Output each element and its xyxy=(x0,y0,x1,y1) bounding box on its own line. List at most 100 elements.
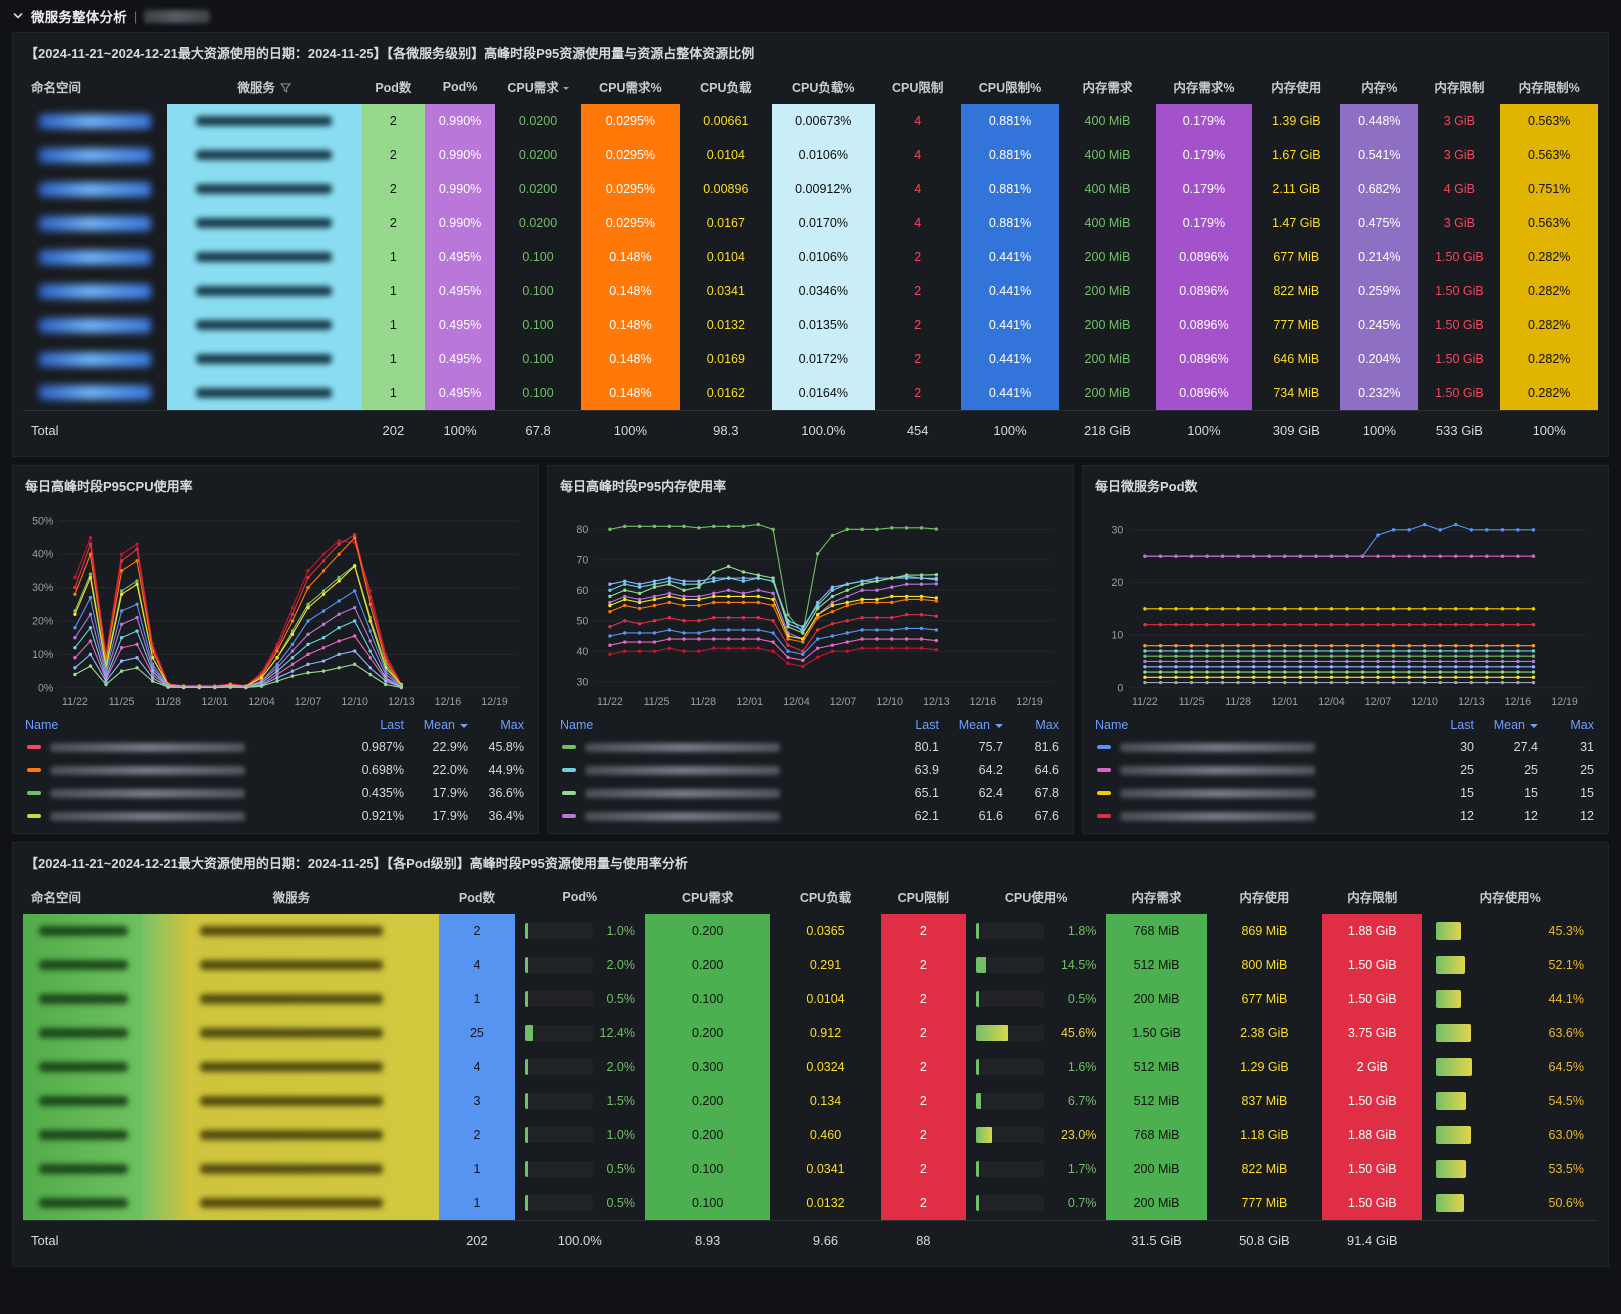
legend-series-name[interactable] xyxy=(558,735,879,758)
legend-series-name[interactable] xyxy=(23,804,344,827)
column-header-cpu_lim[interactable]: CPU限制 xyxy=(881,881,966,914)
column-header-mem_lim[interactable]: 内存限制 xyxy=(1322,881,1422,914)
column-header-ns[interactable]: 命名空间 xyxy=(23,881,143,914)
timeseries-plot[interactable]: 0% 10% 20% 30% 40% 50% 11/22 11/25 11/28 12/01 12/… xyxy=(23,504,528,712)
legend-series-name[interactable] xyxy=(558,781,879,804)
legend-header-max[interactable]: Max xyxy=(1007,715,1063,735)
column-header-cpu_lim_pct[interactable]: CPU限制% xyxy=(961,71,1060,104)
legend-header-max[interactable]: Max xyxy=(472,715,528,735)
dashboard-row-header[interactable]: 微服务整体分析 | xyxy=(0,0,1621,32)
legend-last-value: 63.9 xyxy=(914,762,939,777)
legend-last-value: 0.435% xyxy=(361,785,404,800)
cpu-usage-chart[interactable]: 0% 10% 20% 30% 40% 50% 11/22 11/25 11/28 12/01 12/… xyxy=(23,504,528,712)
value-text: 1.39 GiB xyxy=(1271,114,1321,128)
column-header-cpu_req_pct[interactable]: CPU需求% xyxy=(581,71,680,104)
timeseries-plot[interactable]: 0 10 20 30 11/22 11/25 11/28 12/01 12/04 12/07 12/… xyxy=(1093,504,1598,712)
redacted-series-name xyxy=(1120,811,1315,821)
gauge-fill xyxy=(524,1025,534,1042)
column-header-mem_req[interactable]: 内存需求 xyxy=(1059,71,1155,104)
column-header-mem_req[interactable]: 内存需求 xyxy=(1106,881,1206,914)
legend-header-name[interactable]: Name xyxy=(558,715,879,735)
cell-mem_use: 1.47 GiB xyxy=(1252,206,1340,240)
column-header-svc[interactable]: 微服务 xyxy=(143,881,439,914)
value-text: 1.29 GiB xyxy=(1240,1060,1289,1075)
legend-header-last[interactable]: Last xyxy=(879,715,943,735)
panel-title[interactable]: 每日高峰时段P95CPU使用率 xyxy=(25,479,193,494)
legend-header-max[interactable]: Max xyxy=(1542,715,1598,735)
legend-series-name[interactable] xyxy=(23,735,344,758)
value-text: 2.11 GiB xyxy=(1272,182,1321,196)
legend-header-name[interactable]: Name xyxy=(23,715,344,735)
cell-pod_pct: 1.0% xyxy=(515,1118,645,1152)
sort-caret-icon[interactable] xyxy=(995,723,1003,728)
sort-caret-icon[interactable] xyxy=(460,723,468,728)
colored-value-cell: 512 MiB xyxy=(1106,1050,1207,1085)
legend-header-mean[interactable]: Mean xyxy=(1478,715,1542,735)
cell-mem_use: 822 MiB xyxy=(1252,274,1340,308)
colored-value-cell: 0.300 xyxy=(644,1050,771,1085)
sort-caret-icon[interactable] xyxy=(1530,723,1538,728)
redacted-text xyxy=(38,385,151,401)
column-header-pods[interactable]: Pod数 xyxy=(362,71,426,104)
column-header-mem_use[interactable]: 内存使用 xyxy=(1252,71,1340,104)
column-header-mem_req_pct[interactable]: 内存需求% xyxy=(1156,71,1252,104)
row-collapse-chevron-icon[interactable] xyxy=(12,10,24,22)
column-header-svc[interactable]: 微服务 xyxy=(167,71,362,104)
usage-gauge: 1.7% xyxy=(966,1152,1106,1186)
legend-series-name[interactable] xyxy=(1093,781,1414,804)
column-header-ns[interactable]: 命名空间 xyxy=(23,71,167,104)
legend-mean-value: 17.9% xyxy=(432,808,468,823)
legend-header-mean[interactable]: Mean xyxy=(943,715,1007,735)
column-header-pod_pct[interactable]: Pod% xyxy=(515,881,645,914)
column-header-cpu_req[interactable]: CPU需求 xyxy=(495,71,581,104)
timeseries-plot[interactable]: 30 40 50 60 70 80 11/22 11/25 11/28 12/01 12/04 12/… xyxy=(558,504,1063,712)
column-header-mem_use[interactable]: 内存使用 xyxy=(1207,881,1322,914)
column-header-cpu_lim[interactable]: CPU限制 xyxy=(875,71,961,104)
cell-cpu_req: 0.0200 xyxy=(495,206,581,240)
legend-series-name[interactable] xyxy=(558,804,879,827)
gauge-value: 50.6% xyxy=(1548,1195,1584,1210)
column-header-cpu_load_pct[interactable]: CPU负载% xyxy=(772,71,875,104)
sort-caret-icon[interactable] xyxy=(562,87,569,91)
column-header-cpu_req[interactable]: CPU需求 xyxy=(645,881,770,914)
total-svc xyxy=(143,1219,440,1261)
filter-funnel-icon[interactable] xyxy=(279,83,291,93)
column-header-pod_pct[interactable]: Pod% xyxy=(425,71,495,104)
panel-title[interactable]: 【2024-11-21~2024-12-21最大资源使用的日期：2024-11-… xyxy=(25,46,755,61)
column-header-mem_pct[interactable]: 内存% xyxy=(1340,71,1418,104)
cell-cpu_lim: 2 xyxy=(875,240,961,274)
dashboard-row-title[interactable]: 微服务整体分析 xyxy=(31,10,127,25)
legend-series-name[interactable] xyxy=(23,758,344,781)
legend-series-name[interactable] xyxy=(23,781,344,804)
colored-value-cell: 0.751% xyxy=(1500,172,1598,206)
colored-value-cell: 0.0896% xyxy=(1155,240,1253,274)
legend-series-name[interactable] xyxy=(558,758,879,781)
panel-title[interactable]: 每日高峰时段P95内存使用率 xyxy=(560,479,727,494)
legend-header-last[interactable]: Last xyxy=(1414,715,1478,735)
column-header-label: 命名空间 xyxy=(31,891,82,906)
legend-header-last[interactable]: Last xyxy=(344,715,408,735)
column-header-label: 内存需求 xyxy=(1082,81,1133,95)
column-header-mem_lim[interactable]: 内存限制 xyxy=(1418,71,1500,104)
table-header-row: 命名空间 微服务 Pod数 Pod% CPU需求 CPU负载 CPU限制 CPU使用% 内存需求… xyxy=(23,881,1598,914)
column-header-pods[interactable]: Pod数 xyxy=(439,881,514,914)
column-header-mem_use_pct[interactable]: 内存使用% xyxy=(1422,881,1598,914)
legend-series-name[interactable] xyxy=(1093,758,1414,781)
cell-cpu_lim_pct: 0.881% xyxy=(960,138,1060,172)
panel-title[interactable]: 每日微服务Pod数 xyxy=(1095,479,1198,494)
legend-header-mean[interactable]: Mean xyxy=(408,715,472,735)
column-header-cpu_load[interactable]: CPU负载 xyxy=(680,71,772,104)
cell-mem_req: 768 MiB xyxy=(1106,914,1207,949)
legend-series-name[interactable] xyxy=(1093,735,1414,758)
memory-usage-chart[interactable]: 30 40 50 60 70 80 11/22 11/25 11/28 12/01 12/04 12/… xyxy=(558,504,1063,712)
usage-gauge: 0.5% xyxy=(515,982,645,1016)
redacted-text xyxy=(195,320,333,330)
column-header-cpu_load[interactable]: CPU负载 xyxy=(770,881,880,914)
series-color-chip xyxy=(562,814,576,819)
panel-title[interactable]: 【2024-11-21~2024-12-21最大资源使用的日期：2024-11-… xyxy=(25,856,688,872)
legend-header-name[interactable]: Name xyxy=(1093,715,1414,735)
pod-count-chart[interactable]: 0 10 20 30 11/22 11/25 11/28 12/01 12/04 12/07 12/… xyxy=(1093,504,1598,712)
legend-series-name[interactable] xyxy=(1093,804,1414,827)
column-header-mem_lim_pct[interactable]: 内存限制% xyxy=(1500,71,1598,104)
column-header-cpu_use_pct[interactable]: CPU使用% xyxy=(966,881,1106,914)
